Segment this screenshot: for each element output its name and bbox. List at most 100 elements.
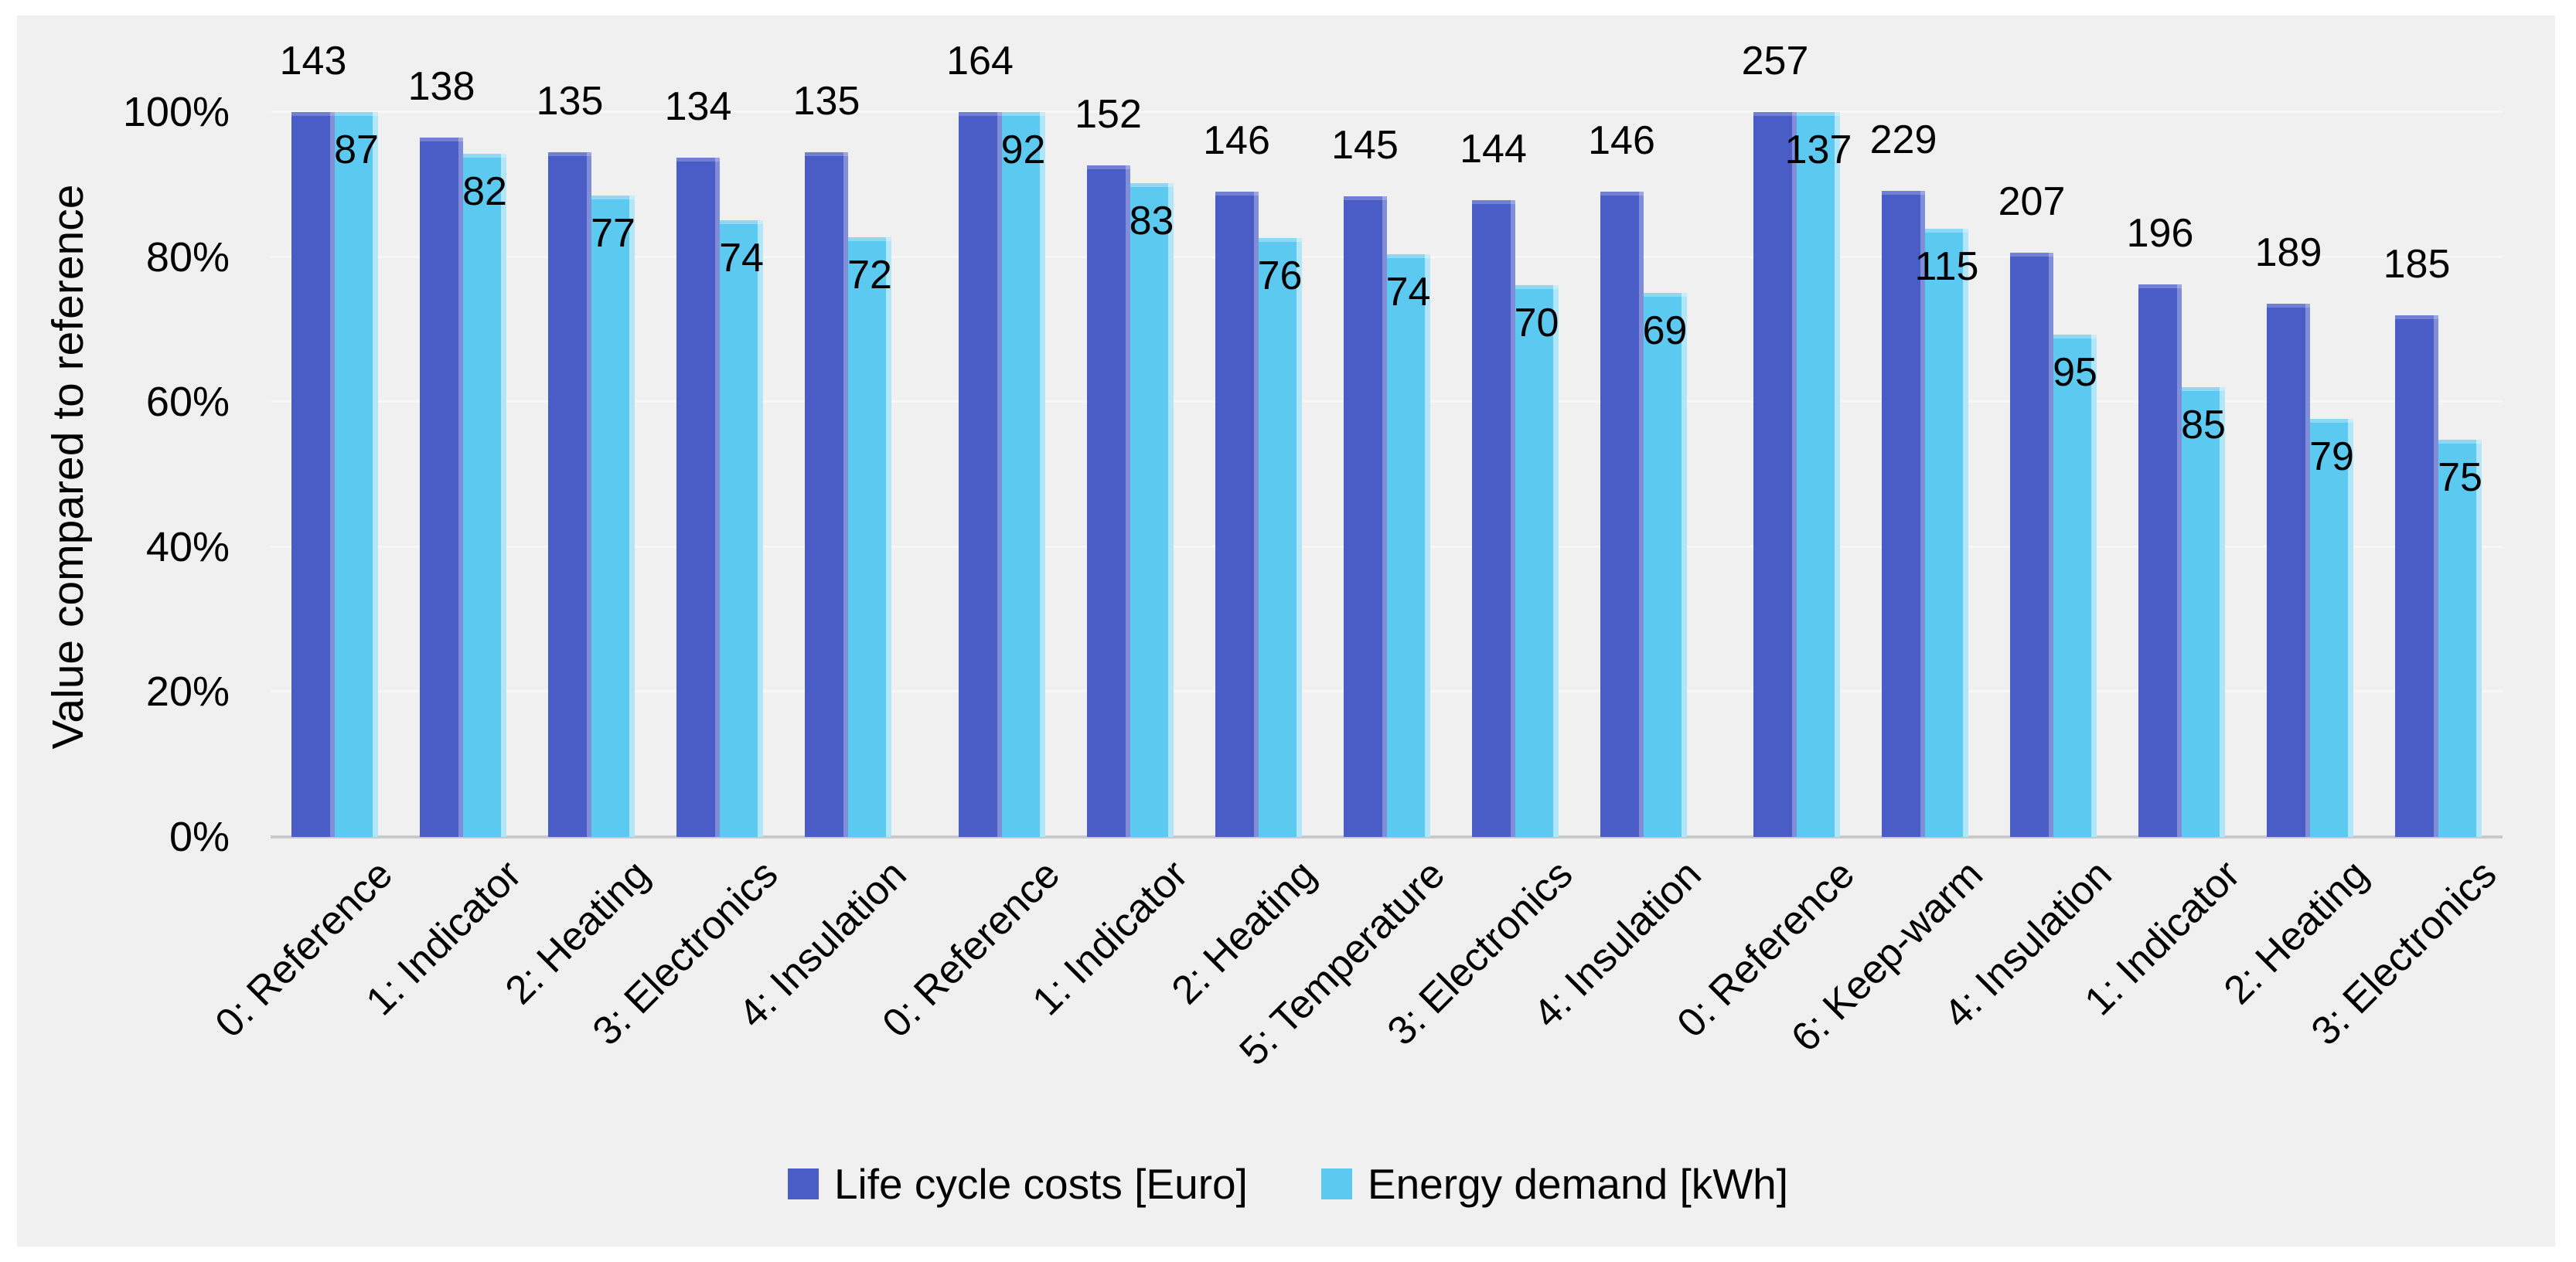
energy-value-label: 137 <box>1784 128 1852 172</box>
lcc-value-label: 185 <box>2383 242 2451 287</box>
y-tick-label: 40% <box>145 523 230 570</box>
lcc-value-label: 146 <box>1588 118 1655 164</box>
bar-area: 143 87 0: Reference 138 82 1: Indicator 135 77 2… <box>207 40 2506 1074</box>
bar-pair: 196 85 <box>2127 213 2226 837</box>
energy-demand-bar: 82 <box>462 154 507 837</box>
energy-demand-bar: 95 <box>2053 335 2097 837</box>
energy-value-label: 70 <box>1514 301 1559 345</box>
energy-demand-bar: 77 <box>591 196 635 837</box>
category: 229 115 6: Keep-warm <box>1783 112 1992 1060</box>
energy-demand-bar: 74 <box>719 220 764 837</box>
category: 146 69 4: Insulation <box>1525 112 1710 1036</box>
lcc-value-label: 196 <box>2126 211 2194 257</box>
energy-value-label: 115 <box>1914 244 1979 289</box>
category: 189 79 2: Heating <box>2216 112 2377 1013</box>
energy-demand-bar: 70 <box>1515 285 1559 837</box>
life-cycle-costs-bar: 146 <box>1203 120 1270 837</box>
bar-pair: 189 79 <box>2255 232 2354 837</box>
y-tick-label: 100% <box>122 89 230 135</box>
bar-pair: 207 95 <box>1998 181 2097 837</box>
energy-value-label: 69 <box>1642 308 1688 353</box>
energy-value-label: 95 <box>2053 350 2097 395</box>
energy-value-label: 75 <box>2438 455 2482 500</box>
bar-group-1: 143 87 0: Reference 138 82 1: Indicator 135 77 2… <box>207 40 915 1054</box>
bar-pair: 135 77 <box>537 80 635 837</box>
category: 143 87 0: Reference <box>207 40 402 1046</box>
lcc-value-label: 135 <box>792 79 860 124</box>
lcc-value-label: 189 <box>2254 230 2322 276</box>
lcc-value-label: 138 <box>407 64 475 110</box>
category: 257 137 0: Reference <box>1669 40 1864 1046</box>
x-axis-line <box>271 835 2503 838</box>
y-tick-label: 0% <box>169 814 230 860</box>
category: 145 74 5: Temperature <box>1231 112 1453 1074</box>
life-cycle-costs-bar: 134 <box>665 86 731 837</box>
energy-value-label: 87 <box>334 128 379 172</box>
lcc-value-label: 143 <box>279 39 347 84</box>
bar-pair: 146 76 <box>1203 120 1303 837</box>
category: 164 92 0: Reference <box>874 40 1068 1046</box>
category: 185 75 3: Electronics <box>2303 112 2506 1054</box>
energy-value-label: 74 <box>1385 270 1431 315</box>
life-cycle-costs-bar: 146 <box>1588 120 1655 837</box>
life-cycle-costs-bar: 185 <box>2383 243 2450 837</box>
energy-value-label: 72 <box>847 253 892 298</box>
y-tick-label: 20% <box>145 668 230 716</box>
life-cycle-costs-bar: 135 <box>793 80 860 837</box>
energy-value-label: 74 <box>719 236 764 281</box>
lcc-value-label: 207 <box>1998 179 2066 225</box>
energy-demand-bar: 87 <box>334 112 379 837</box>
life-cycle-costs-bar: 144 <box>1460 128 1527 837</box>
category: 152 83 1: Indicator <box>1024 94 1197 1024</box>
category: 144 70 3: Electronics <box>1379 112 1582 1054</box>
energy-demand-bar: 92 <box>1000 112 1046 837</box>
lcc-value-label: 135 <box>536 79 604 124</box>
energy-demand-bar: 75 <box>2438 440 2482 837</box>
life-cycle-costs-bar: 135 <box>537 80 603 837</box>
category: 146 76 2: Heating <box>1164 112 1325 1013</box>
bar-pair: 164 92 <box>946 40 1046 837</box>
category: 135 72 4: Insulation <box>730 80 915 1036</box>
bar-pair: 138 82 <box>408 66 507 837</box>
plot-area: 143 87 0: Reference 138 82 1: Indicator 135 77 2… <box>207 40 2506 1074</box>
y-tick-label: 60% <box>145 379 230 426</box>
energy-value-label: 83 <box>1129 199 1174 243</box>
energy-demand-bar: 115 <box>1915 229 1978 837</box>
y-tick-label: 80% <box>145 233 230 281</box>
gridline <box>271 111 2503 113</box>
lcc-legend-swatch <box>787 1168 819 1200</box>
life-cycle-costs-bar: 164 <box>946 40 1014 837</box>
energy-value-label: 82 <box>462 169 507 214</box>
lcc-value-label: 145 <box>1331 123 1399 168</box>
bar-group-2: 164 92 0: Reference 152 83 1: Indicator 146 76 2… <box>874 40 1710 1074</box>
legend: Life cycle costs [Euro] Energy demand [kW… <box>0 1161 2576 1208</box>
legend-label: Energy demand [kWh] <box>1367 1160 1789 1208</box>
life-cycle-costs-bar: 145 <box>1331 124 1399 837</box>
life-cycle-costs-bar: 189 <box>2255 232 2322 837</box>
lcc-value-label: 229 <box>1869 117 1937 163</box>
energy-value-label: 85 <box>2181 403 2226 447</box>
bar-pair: 229 115 <box>1870 119 1978 837</box>
legend-item-lcc: Life cycle costs [Euro] <box>787 1161 1248 1208</box>
bar-pair: 134 74 <box>665 86 764 837</box>
energy-demand-bar: 137 <box>1785 112 1852 837</box>
bar-group-3: 257 137 0: Reference 229 115 6: Keep-warm 207 9… <box>1669 40 2506 1060</box>
energy-value-label: 76 <box>1257 253 1303 298</box>
life-cycle-costs-bar: 257 <box>1742 40 1808 837</box>
category: 138 82 1: Indicator <box>357 66 530 1024</box>
category: 196 85 1: Indicator <box>2076 112 2248 1024</box>
energy-demand-bar: 85 <box>2181 387 2226 837</box>
energy-demand-bar: 74 <box>1385 254 1431 837</box>
lcc-value-label: 146 <box>1203 118 1270 164</box>
bar-pair: 185 75 <box>2383 243 2482 837</box>
energy-demand-bar: 76 <box>1257 238 1303 837</box>
life-cycle-costs-bar: 143 <box>280 40 346 837</box>
lcc-value-label: 164 <box>946 39 1014 84</box>
energy-value-label: 92 <box>1000 128 1046 172</box>
bar-pair: 135 72 <box>793 80 892 837</box>
life-cycle-costs-bar: 196 <box>2127 213 2193 837</box>
bar-pair: 143 87 <box>280 40 379 837</box>
bar-pair: 146 69 <box>1588 120 1688 837</box>
lcc-value-label: 134 <box>664 84 732 130</box>
life-cycle-costs-bar: 229 <box>1870 119 1937 837</box>
